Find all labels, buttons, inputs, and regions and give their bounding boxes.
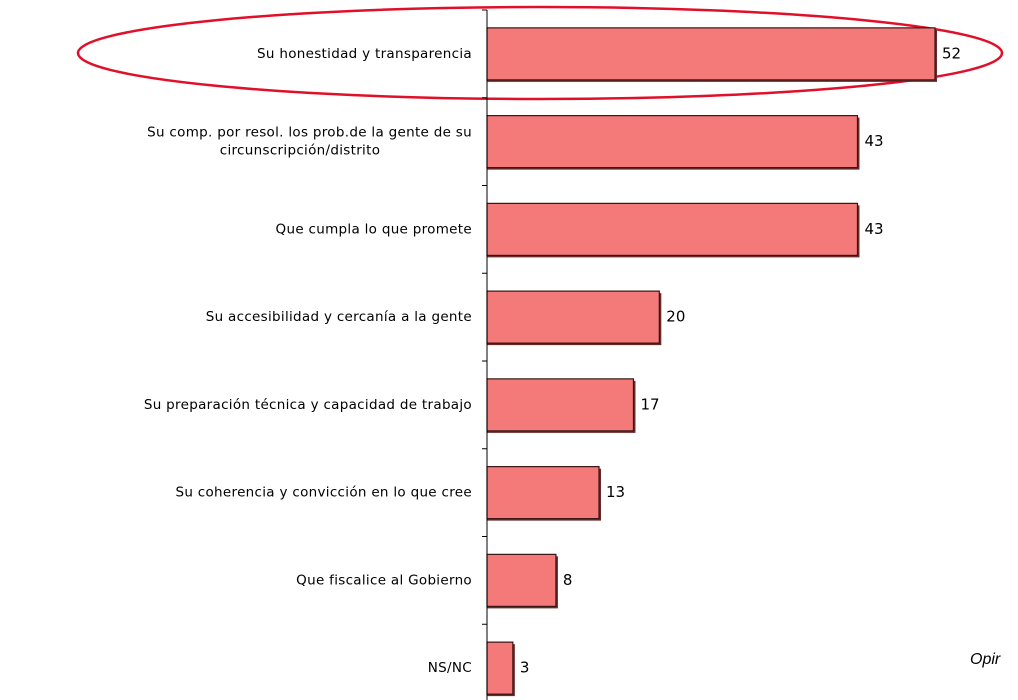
value-label: 43 [864,220,883,238]
category-label: Su preparación técnica y capacidad de tr… [144,397,472,413]
bar [486,202,859,256]
bar [486,641,514,695]
value-label: 43 [864,132,883,150]
category-label: Su comp. por resol. los prob.de la gente… [147,125,472,159]
bar [486,27,936,81]
bar [486,466,600,520]
annotation: Opir [970,651,1001,668]
value-label: 3 [520,659,530,677]
bar [486,378,635,432]
category-label: Que cumpla lo que promete [276,221,472,237]
value-label: 17 [640,395,659,413]
category-label: Que fiscalice al Gobierno [296,572,472,588]
bar [486,290,660,344]
value-label: 52 [942,44,961,62]
category-label: Su coherencia y convicción en lo que cre… [175,485,472,501]
value-label: 13 [606,483,625,501]
value-label: 20 [666,308,685,326]
category-label: Su honestidad y transparencia [257,46,472,62]
highlight-ellipse [76,5,1004,101]
bar [486,553,557,607]
category-label: Su accesibilidad y cercanía a la gente [206,309,472,325]
bar [486,115,859,169]
category-label: NS/NC [428,660,472,676]
value-label: 8 [563,571,573,589]
